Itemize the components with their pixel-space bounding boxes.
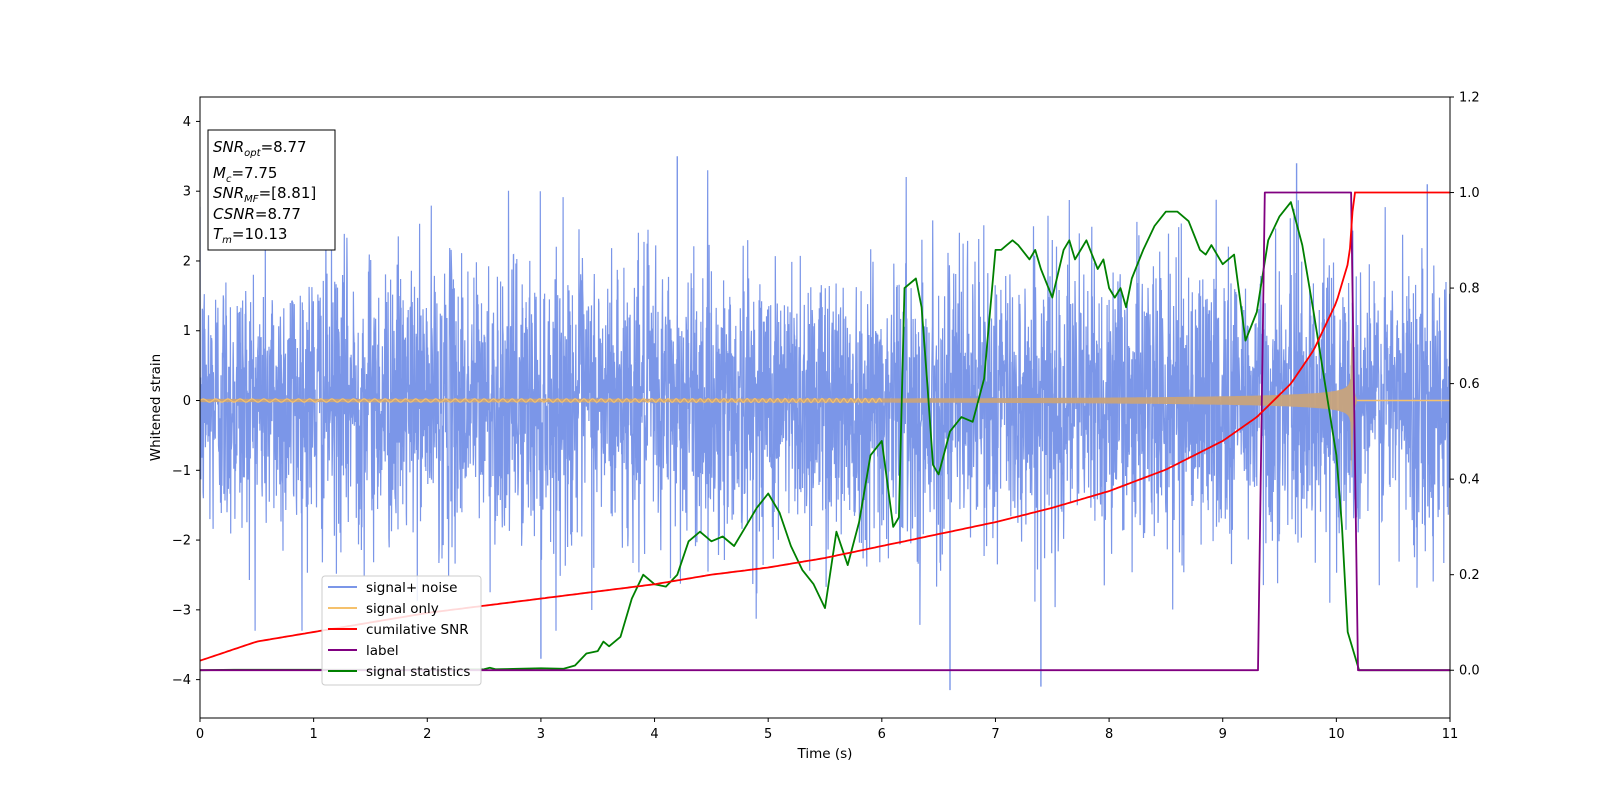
signal-only-line: [200, 397, 883, 404]
legend-label-signal-only: signal only: [366, 601, 439, 617]
info-snr-mf-value: [8.81]: [271, 184, 316, 202]
x-tick-label: 4: [650, 727, 658, 742]
legend-frame: [321, 575, 482, 686]
series-signal-statistics: [200, 201, 1450, 672]
info-mc-value: 7.75: [244, 164, 277, 182]
info-snr-mf: SNRMF=[8.81]: [213, 184, 316, 205]
y-axis-label: Whitened strain: [148, 354, 164, 461]
x-axis-label: Time (s): [797, 746, 853, 762]
label-line: [200, 191, 1450, 672]
series-signal-only: [200, 324, 1450, 477]
info-mc: Mc=7.75: [213, 164, 277, 185]
y-right-tick-label: 0.4: [1459, 473, 1480, 488]
y-right-tick-label: 1.2: [1459, 91, 1480, 106]
signal-statistics-line: [200, 201, 1450, 672]
x-tick-label: 5: [764, 727, 772, 742]
y-left-tick-label: 3: [183, 185, 191, 200]
x-axis-ticks: 0 1 2 3 4 5 6 7 8 9 10 11: [196, 718, 1458, 742]
info-box: SNRopt=8.77 Mc=7.75 SNRMF=[8.81] CSNR=8.…: [207, 129, 336, 251]
x-tick-label: 11: [1442, 727, 1459, 742]
y-axis-left-ticks: −4 −3 −2 −1 0 1 2 3 4: [172, 115, 200, 688]
legend: signal+ noise signal only cumilative SNR…: [321, 575, 482, 686]
signal-only-envelope: [200, 324, 1357, 477]
info-csnr: CSNR=8.77: [213, 205, 301, 223]
y-right-tick-label: 0.0: [1459, 664, 1480, 679]
y-right-tick-label: 0.6: [1459, 377, 1480, 392]
info-snr-opt-value: 8.77: [273, 138, 306, 156]
y-left-tick-label: 1: [183, 324, 191, 339]
info-box-frame: [207, 129, 336, 251]
x-tick-label: 10: [1328, 727, 1345, 742]
y-left-tick-label: −2: [172, 534, 191, 549]
y-left-tick-label: 2: [183, 254, 191, 269]
plot-frame: [199, 96, 1451, 719]
x-tick-label: 8: [1105, 727, 1113, 742]
x-tick-label: 7: [991, 727, 999, 742]
legend-label-signal-statistics: signal statistics: [366, 664, 470, 680]
legend-label-label: label: [366, 643, 399, 659]
info-tm: Tm=10.13: [213, 225, 287, 246]
y-left-tick-label: −4: [172, 673, 191, 688]
x-tick-label: 9: [1219, 727, 1227, 742]
legend-label-signal-noise: signal+ noise: [366, 580, 457, 596]
y-left-tick-label: 0: [183, 394, 191, 409]
info-snr-opt: SNRopt=8.77: [213, 138, 307, 159]
legend-label-cumulative-snr: cumilative SNR: [366, 622, 469, 638]
x-tick-label: 2: [423, 727, 431, 742]
info-tm-value: 10.13: [245, 225, 288, 243]
y-right-tick-label: 0.2: [1459, 568, 1480, 583]
y-left-tick-label: −3: [172, 603, 191, 618]
info-csnr-value: 8.77: [268, 205, 301, 223]
x-tick-label: 1: [309, 727, 317, 742]
series-label: [200, 191, 1450, 672]
y-axis-right-ticks: 0.0 0.2 0.4 0.6 0.8 1.0 1.2: [1450, 91, 1480, 679]
x-tick-label: 6: [878, 727, 886, 742]
y-right-tick-label: 1.0: [1459, 186, 1480, 201]
x-tick-label: 3: [537, 727, 545, 742]
y-left-tick-label: −1: [172, 464, 191, 479]
y-right-tick-label: 0.8: [1459, 282, 1480, 297]
x-tick-label: 0: [196, 727, 204, 742]
y-left-tick-label: 4: [183, 115, 191, 130]
